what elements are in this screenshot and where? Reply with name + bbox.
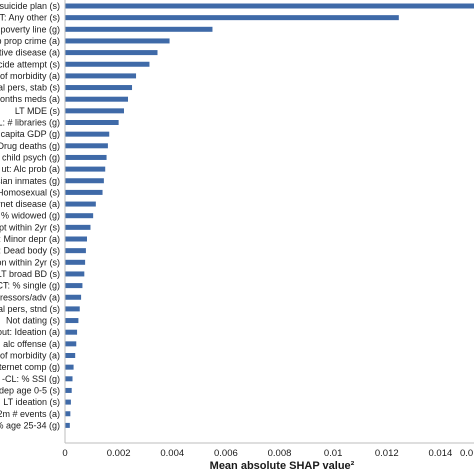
x-tick-label-5: 0.01: [324, 448, 343, 459]
bar-22: [65, 259, 86, 265]
category-label-20: : Minor depr (a): [0, 234, 60, 244]
bar-26: [65, 306, 80, 312]
category-label-29: alc offense (a): [3, 339, 60, 349]
bar-18: [65, 213, 94, 219]
bar-12: [65, 143, 108, 149]
bar-8: [65, 96, 129, 102]
bar-11: [65, 131, 110, 137]
bar-17: [65, 201, 96, 207]
category-label-33: dep age 0-5 (s): [0, 385, 60, 395]
bar-30: [65, 353, 76, 358]
category-label-12: Drug deaths (g): [0, 141, 60, 151]
category-labels-group: suicide plan (s) T: Any other (s)poverty …: [0, 1, 60, 430]
category-label-2: poverty line (g): [0, 24, 60, 34]
x-tick-label-2: 0.004: [160, 448, 184, 459]
bar-15: [65, 178, 104, 184]
x-tick-label-8: 0.0: [460, 448, 473, 459]
category-label-17: ternet disease (a): [0, 199, 60, 209]
category-label-24: CT: % single (g): [0, 281, 60, 291]
x-tick-label-6: 0.012: [375, 448, 399, 459]
category-label-19: pt within 2yr (s): [0, 222, 60, 232]
category-label-16: Homosexual (s): [0, 187, 60, 197]
bar-1: [65, 15, 399, 21]
bar-19: [65, 224, 91, 230]
category-label-25: tressors/adv (a): [0, 292, 60, 302]
category-label-32: -CL: % SSI (g): [2, 374, 60, 384]
bar-31: [65, 364, 74, 370]
category-label-15: sian inmates (g): [0, 176, 60, 186]
category-label-36: % age 25-34 (g): [0, 420, 60, 430]
x-tick-label-4: 0.008: [268, 448, 292, 459]
category-label-1: T: Any other (s): [0, 13, 60, 23]
bar-5: [65, 61, 150, 67]
category-label-4: ctive disease (a): [0, 48, 60, 58]
x-axis-title: Mean absolute SHAP value²: [210, 460, 355, 472]
category-label-7: al pers, stab (s): [0, 83, 60, 93]
bar-0: [65, 3, 474, 9]
category-label-5: cide attempt (s): [0, 59, 60, 69]
x-tick-label-7: 0.014: [428, 448, 452, 459]
bar-10: [65, 120, 119, 125]
bar-4: [65, 50, 158, 56]
bar-7: [65, 85, 133, 91]
category-label-3: p prop crime (a): [0, 36, 60, 46]
category-label-35: 2m # events (a): [0, 409, 60, 419]
bar-32: [65, 376, 73, 382]
bar-25: [65, 294, 82, 300]
category-label-23: LT broad BD (s): [0, 269, 60, 279]
bar-13: [65, 154, 107, 160]
bar-21: [65, 248, 86, 254]
category-label-30: of morbidity (a): [0, 351, 60, 361]
category-label-27: Not dating (s): [6, 316, 60, 326]
category-label-22: on within 2yr (s): [0, 257, 60, 267]
bar-28: [65, 329, 78, 335]
category-label-21: ut: Dead body (s): [0, 246, 60, 256]
bar-14: [65, 166, 106, 172]
x-tick-label-0: 0: [62, 448, 67, 459]
bar-2: [65, 26, 213, 32]
category-label-9: LT MDE (s): [15, 106, 60, 116]
bar-34: [65, 399, 71, 405]
category-label-34: LT ideation (s): [3, 397, 60, 407]
category-label-10: L: # libraries (g): [0, 118, 60, 128]
category-label-11: capita GDP (g): [1, 129, 60, 139]
x-tick-label-3: 0.006: [214, 448, 238, 459]
bar-33: [65, 387, 72, 393]
bar-27: [65, 318, 79, 324]
bar-36: [65, 422, 70, 428]
category-label-6: of morbidity (a): [0, 71, 60, 81]
x-tick-label-1: 0.002: [107, 448, 131, 459]
bar-29: [65, 341, 77, 347]
x-axis: 0 0.002 0.004 0.006 0.008 0.01 0.012 0.014 0.0: [62, 0, 474, 459]
bar-35: [65, 411, 71, 417]
category-label-0: suicide plan (s): [0, 1, 60, 11]
category-label-14: ut: Alc prob (a): [1, 164, 60, 174]
bar-24: [65, 283, 83, 289]
bar-23: [65, 271, 85, 277]
category-label-8: onths meds (a): [0, 94, 60, 104]
bar-6: [65, 73, 137, 79]
bar-3: [65, 38, 170, 44]
category-label-26: al pers, stnd (s): [0, 304, 60, 314]
category-label-18: % widowed (g): [1, 211, 60, 221]
bars-group: [65, 3, 474, 428]
bar-20: [65, 236, 87, 242]
bar-16: [65, 189, 103, 195]
bar-9: [65, 108, 124, 114]
category-label-31: ternet comp (g): [0, 362, 60, 372]
category-label-28: out: Ideation (a): [0, 327, 60, 337]
category-label-13: child psych (g): [2, 152, 60, 162]
